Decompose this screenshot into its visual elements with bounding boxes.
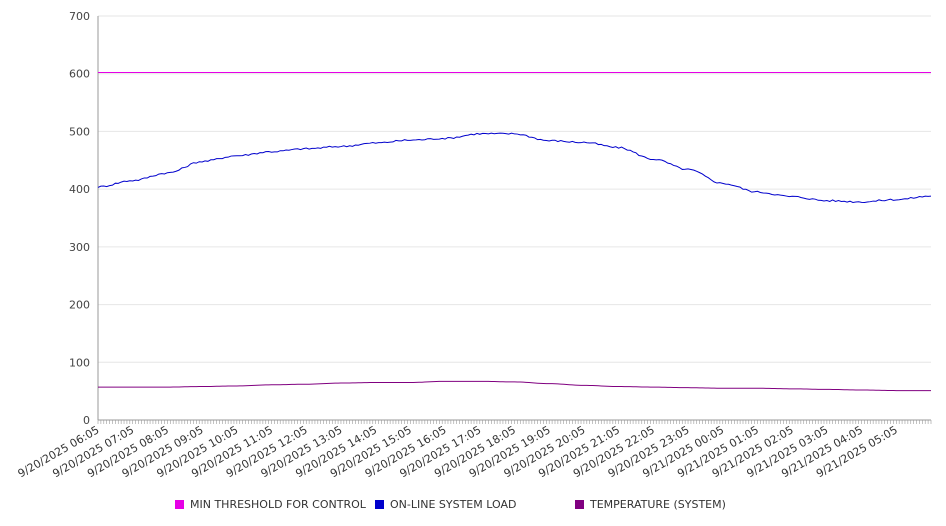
y-axis-ticks: 0 100 200 300 400 500 600 700	[69, 10, 90, 427]
legend-swatch	[175, 500, 184, 509]
y-tick-label: 300	[69, 241, 90, 254]
gridlines	[98, 15, 931, 363]
series-line-2	[98, 380, 931, 392]
legend-label: MIN THRESHOLD FOR CONTROL	[190, 498, 366, 511]
legend-label: ON-LINE SYSTEM LOAD	[390, 498, 517, 511]
legend-label: TEMPERATURE (SYSTEM)	[590, 498, 726, 511]
y-tick-label: 700	[69, 10, 90, 23]
y-tick-label: 200	[69, 299, 90, 312]
y-tick-label: 100	[69, 356, 90, 369]
y-tick-label: 500	[69, 125, 90, 138]
legend: MIN THRESHOLD FOR CONTROL ON-LINE SYSTEM…	[0, 498, 946, 514]
legend-item-temperature: TEMPERATURE (SYSTEM)	[575, 498, 726, 511]
axes	[97, 16, 932, 424]
series-line-1	[97, 132, 932, 204]
legend-swatch	[575, 500, 584, 509]
y-tick-label: 0	[83, 414, 90, 427]
legend-item-min-threshold: MIN THRESHOLD FOR CONTROL	[175, 498, 366, 511]
series-lines	[97, 72, 932, 392]
legend-swatch	[375, 500, 384, 509]
legend-item-system-load: ON-LINE SYSTEM LOAD	[375, 498, 516, 511]
y-tick-label: 400	[69, 183, 90, 196]
y-tick-label: 600	[69, 68, 90, 81]
x-axis-ticks: 9/20/2025 06:059/20/2025 07:059/20/2025 …	[16, 423, 900, 480]
